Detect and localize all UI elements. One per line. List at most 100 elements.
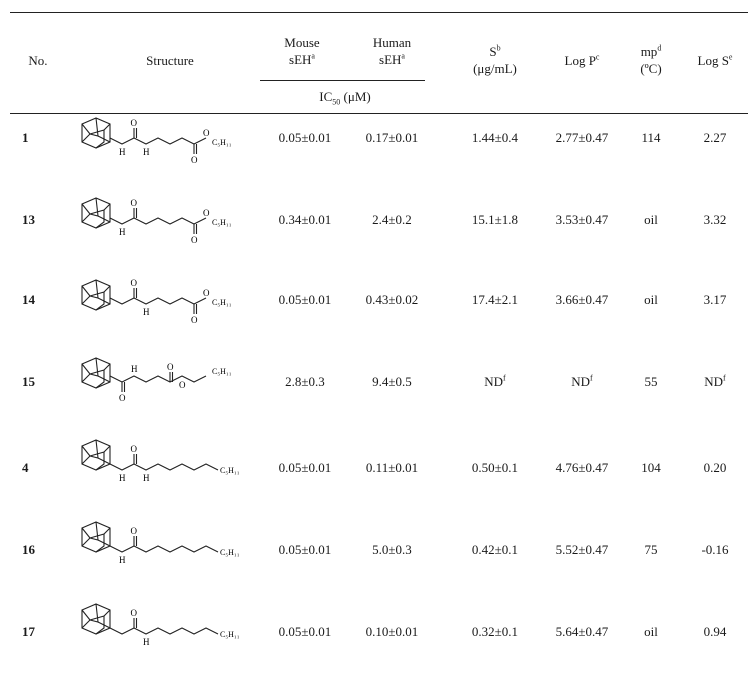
log-s: 3.32: [703, 212, 727, 227]
atom-o: O: [191, 315, 198, 325]
atom-h: H: [119, 473, 126, 483]
log-s: 0.94: [703, 624, 727, 639]
header-mp: mpd (ºC): [626, 43, 676, 77]
log-p: 4.76±0.47: [555, 460, 609, 475]
human-ic50: 0.17±0.01: [365, 130, 419, 145]
structure-carboxamide-ester: O H O O C₅H₁₁: [72, 354, 267, 419]
row-no: 4: [22, 460, 29, 475]
atom-o: O: [131, 198, 138, 208]
mouse-ic50: 0.05±0.01: [278, 460, 332, 475]
atom-o: O: [131, 278, 138, 288]
log-p: NDf: [571, 373, 593, 389]
atom-o: O: [131, 444, 138, 454]
melting-point: oil: [644, 292, 658, 307]
log-p: 5.64±0.47: [555, 624, 609, 639]
chain-label: C₅H₁₁: [212, 298, 232, 307]
ic50-group-rule: [260, 80, 425, 81]
chain-label: C₅H₁₁: [220, 630, 240, 639]
atom-h: H: [143, 473, 150, 483]
table-row: 4 O H H C₅H₁₁ 0.05±0.01 0.11±0.01 0.50±0…: [0, 432, 750, 512]
human-ic50: 0.43±0.02: [365, 292, 419, 307]
table-top-rule: [10, 12, 748, 13]
human-ic50: 0.10±0.01: [365, 624, 419, 639]
log-s: 3.17: [703, 292, 727, 307]
solubility: 15.1±1.8: [471, 212, 519, 227]
log-p: 2.77±0.47: [555, 130, 609, 145]
header-mouse-top: Mouse: [284, 35, 320, 50]
atom-h: H: [143, 637, 150, 647]
table-row: 15 O H O O C₅H₁₁ 2.8±0.3 9.4±0.5 NDf NDf…: [0, 354, 750, 434]
atom-h: H: [119, 555, 126, 565]
atom-o: O: [131, 526, 138, 536]
atom-o: O: [167, 362, 174, 372]
structure-urea-ester: O H H O O C₅H₁₁: [72, 114, 267, 179]
header-logp: Log Pc: [564, 52, 600, 68]
row-no: 14: [22, 292, 35, 307]
header-human: Human sEHa: [352, 34, 432, 68]
solubility: 0.32±0.1: [471, 624, 519, 639]
header-logs: Log Se: [697, 52, 733, 68]
row-no: 17: [22, 624, 35, 639]
header-human-bottom: sEHa: [379, 51, 405, 67]
atom-o: O: [119, 393, 126, 403]
atom-o: O: [131, 118, 138, 128]
solubility: NDf: [484, 373, 506, 389]
structure-acetamide-alkyl: O H C₅H₁₁: [72, 600, 267, 665]
atom-o: O: [203, 288, 210, 298]
header-no-text: No.: [28, 53, 48, 68]
header-human-top: Human: [372, 35, 412, 50]
solubility: 0.42±0.1: [471, 542, 519, 557]
atom-h: H: [143, 307, 150, 317]
log-s: -0.16: [701, 542, 729, 557]
atom-h: H: [131, 364, 138, 374]
log-p: 5.52±0.47: [555, 542, 609, 557]
chain-label: C₅H₁₁: [220, 548, 240, 557]
structure-amide-ester: O H O O C₅H₁₁: [72, 194, 267, 259]
melting-point: 104: [641, 460, 661, 475]
header-mp-unit: (ºC): [640, 61, 662, 76]
header-s-unit: (μg/mL): [473, 61, 517, 76]
atom-o: O: [191, 155, 198, 165]
human-ic50: 9.4±0.5: [372, 374, 412, 389]
header-no: No.: [18, 52, 58, 69]
atom-o: O: [203, 208, 210, 218]
chain-label: C₅H₁₁: [212, 218, 232, 227]
table-row: 13 O H O O C₅H₁₁ 0.34±0.01 2.4±0.2 15.1±…: [0, 194, 750, 274]
log-s: 0.20: [703, 460, 727, 475]
row-no: 15: [22, 374, 35, 389]
row-no: 16: [22, 542, 35, 557]
atom-h: H: [143, 147, 150, 157]
chain-label: C₅H₁₁: [212, 367, 232, 376]
structure-amide-alkyl: O H C₅H₁₁: [72, 518, 267, 583]
table-row: 16 O H C₅H₁₁ 0.05±0.01 5.0±0.3 0.42±0.1 …: [0, 514, 750, 594]
header-bottom-rule: [10, 113, 748, 114]
melting-point: oil: [644, 212, 658, 227]
atom-o: O: [203, 128, 210, 138]
header-s-main: Sb: [489, 43, 501, 59]
chain-label: C₅H₁₁: [220, 466, 240, 475]
log-s: 2.27: [703, 130, 727, 145]
structure-acetamide-ester: O H O O C₅H₁₁: [72, 276, 267, 341]
mouse-ic50: 0.34±0.01: [278, 212, 332, 227]
header-mouse: Mouse sEHa: [262, 34, 342, 68]
structure-urea-alkyl: O H H C₅H₁₁: [72, 436, 267, 501]
table-row: 14 O H O O C₅H₁₁ 0.05±0.01 0.43±0.02 17.…: [0, 276, 750, 356]
row-no: 1: [22, 130, 29, 145]
atom-h: H: [119, 147, 126, 157]
melting-point: 75: [644, 542, 658, 557]
table-row: 17 O H C₅H₁₁ 0.05±0.01 0.10±0.01 0.32±0.…: [0, 596, 750, 676]
human-ic50: 2.4±0.2: [372, 212, 412, 227]
atom-o: O: [191, 235, 198, 245]
human-ic50: 5.0±0.3: [372, 542, 412, 557]
header-ic50: IC50 (μM): [319, 89, 371, 107]
log-p: 3.66±0.47: [555, 292, 609, 307]
mouse-ic50: 0.05±0.01: [278, 292, 332, 307]
atom-h: H: [119, 227, 126, 237]
log-p: 3.53±0.47: [555, 212, 609, 227]
log-s: NDf: [704, 373, 726, 389]
melting-point: 55: [644, 374, 658, 389]
atom-o: O: [131, 608, 138, 618]
mouse-ic50: 2.8±0.3: [285, 374, 325, 389]
human-ic50: 0.11±0.01: [365, 460, 419, 475]
